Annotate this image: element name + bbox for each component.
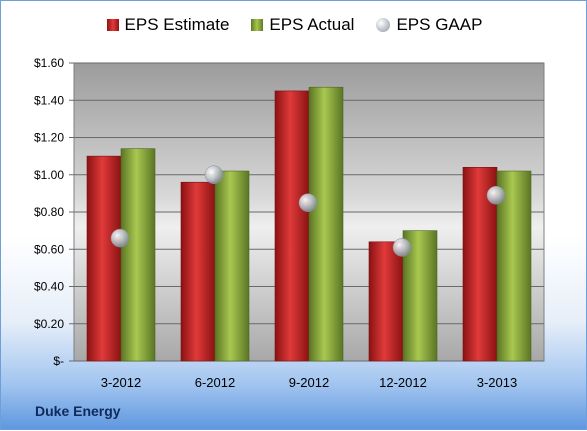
y-tick-label: $0.60 — [34, 242, 64, 256]
marker-eps-gaap — [204, 165, 224, 184]
legend-item-eps-gaap: EPS GAAP — [376, 15, 482, 35]
y-tick-label: $0.40 — [34, 280, 64, 294]
legend-label-eps-actual: EPS Actual — [269, 15, 355, 34]
x-tick-label: 3-2012 — [101, 375, 141, 390]
legend-label-eps-gaap: EPS GAAP — [396, 15, 483, 34]
marker-eps-gaap — [392, 238, 412, 257]
bar-eps-estimate — [180, 181, 216, 362]
legend-label-eps-estimate: EPS Estimate — [124, 15, 230, 34]
brand-label: Duke Energy — [35, 403, 121, 419]
x-tick-label: 6-2012 — [195, 375, 235, 390]
bar-eps-actual — [214, 170, 250, 362]
y-tick-label: $0.20 — [34, 317, 64, 331]
chart-legend: EPS Estimate EPS Actual EPS GAAP — [1, 15, 587, 35]
legend-item-eps-actual: EPS Actual — [251, 15, 354, 35]
y-tick-label: $1.20 — [34, 131, 64, 145]
bar-eps-estimate — [368, 241, 404, 362]
legend-item-eps-estimate: EPS Estimate — [106, 15, 230, 35]
x-tick-label: 9-2012 — [289, 375, 329, 390]
x-tick-label: 12-2012 — [379, 375, 427, 390]
y-tick-label: $1.40 — [34, 93, 64, 107]
marker-eps-gaap — [486, 185, 506, 205]
marker-eps-gaap — [298, 193, 318, 212]
x-tick-label: 3-2013 — [477, 375, 517, 390]
bar-eps-actual — [120, 148, 156, 362]
bar-eps-actual — [308, 86, 344, 362]
bar-eps-estimate — [274, 90, 310, 362]
legend-swatch-eps-actual — [251, 19, 264, 31]
y-tick-label: $1.00 — [34, 168, 64, 182]
bar-eps-actual — [496, 170, 532, 362]
legend-swatch-eps-estimate — [106, 19, 119, 31]
y-tick-label: $- — [53, 354, 64, 368]
y-tick-label: $0.80 — [34, 205, 64, 219]
bar-eps-estimate — [86, 155, 122, 362]
y-tick-label: $1.60 — [34, 56, 64, 70]
legend-swatch-eps-gaap — [376, 18, 391, 32]
marker-eps-gaap — [110, 228, 130, 248]
